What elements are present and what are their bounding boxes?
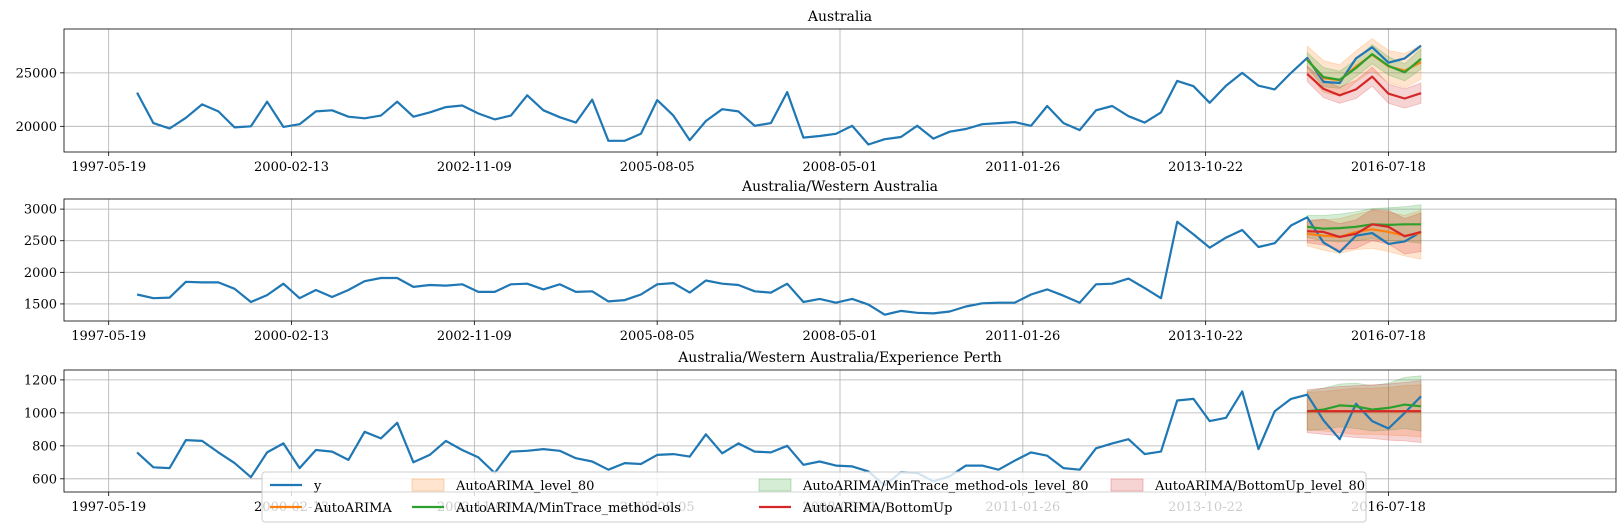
plot-area	[136, 375, 1422, 487]
legend-swatch-patch	[1110, 478, 1144, 492]
plot-area	[136, 38, 1422, 146]
legend-item-autoarima-mintrace-method-ols: AutoARIMA/MinTrace_method-ols	[412, 501, 681, 516]
legend-swatch-patch	[758, 478, 792, 492]
legend-item-autoarima-bottomup-level-80: AutoARIMA/BottomUp_level_80	[1110, 478, 1365, 494]
legend-item-autoarima-bottomup: AutoARIMA/BottomUp	[759, 501, 952, 516]
y-tick-label: 1500	[24, 297, 57, 312]
x-tick-label: 2000-02-13	[254, 160, 329, 175]
x-tick-label: 1997-05-19	[71, 329, 146, 344]
x-tick-label: 2016-07-18	[1351, 160, 1426, 175]
series-line-autoarima-mintrace-method-ols	[1306, 52, 1422, 81]
legend-item-y: y	[270, 479, 322, 494]
y-tick-label: 2500	[24, 234, 57, 249]
x-tick-label: 2016-07-18	[1351, 329, 1426, 344]
legend-label: AutoARIMA_level_80	[455, 479, 594, 494]
x-tick-label: 1997-05-19	[71, 160, 146, 175]
panel-1: Australia/Western Australia 1997-05-19 200…	[24, 179, 1617, 344]
x-tick-label: 2008-05-01	[803, 160, 878, 175]
x-tick-label: 2013-10-22	[1168, 160, 1243, 175]
legend-label: y	[313, 479, 322, 494]
x-tick-label: 2016-07-18	[1351, 500, 1426, 515]
legend-label: AutoARIMA/MinTrace_method-ols	[455, 501, 681, 516]
axes-frame	[63, 198, 1617, 322]
legend-swatch-patch	[411, 478, 445, 492]
y-tick-label: 2000	[24, 266, 57, 281]
plot-area	[136, 204, 1422, 316]
panel-0: Australia 1997-05-19 2000-02-13 2002-11-09 2…	[16, 9, 1617, 175]
legend-label: AutoARIMA/MinTrace_method-ols_level_80	[802, 479, 1089, 494]
x-tick-label: 2002-11-09	[437, 160, 512, 175]
x-tick-label: 1997-05-19	[71, 500, 146, 515]
legend: y AutoARIMA AutoARIMA_level_80 AutoARIMA/Mi…	[261, 471, 1367, 523]
legend-item-autoarima: AutoARIMA	[270, 501, 392, 516]
x-tick-label: 2013-10-22	[1168, 329, 1243, 344]
panel-title: Australia	[807, 9, 872, 25]
legend-box	[261, 471, 1367, 523]
y-tick-label: 25000	[16, 66, 57, 81]
y-tick-label: 600	[32, 472, 57, 487]
legend-label: AutoARIMA/BottomUp_level_80	[1154, 479, 1365, 494]
series-line-y	[136, 44, 1422, 146]
x-tick-label: 2011-01-26	[985, 329, 1060, 344]
x-tick-label: 2000-02-13	[254, 329, 329, 344]
y-tick-label: 800	[32, 439, 57, 454]
x-tick-label: 2011-01-26	[985, 160, 1060, 175]
panel-title: Australia/Western Australia	[741, 179, 938, 195]
series-line-y	[136, 390, 1422, 487]
band-autoarima-mintrace-method-ols-level-80	[1306, 43, 1422, 89]
series-line-autoarima-bottomup	[1306, 73, 1422, 100]
x-tick-label: 2005-08-05	[620, 329, 695, 344]
series-line-y	[136, 216, 1422, 316]
x-tick-label: 2005-08-05	[620, 160, 695, 175]
series-line-autoarima-bottomup	[1307, 223, 1422, 238]
y-tick-label: 1000	[24, 406, 57, 421]
axes-frame	[63, 28, 1617, 153]
band-autoarima-bottomup-level-80	[1306, 65, 1422, 109]
x-tick-label: 2008-05-01	[803, 329, 878, 344]
y-tick-label: 20000	[16, 120, 57, 135]
band-autoarima-mintrace-method-ols-level-80	[1306, 375, 1422, 432]
y-tick-label: 1200	[24, 373, 57, 388]
y-tick-label: 3000	[24, 203, 57, 218]
series-line-autoarima-mintrace-method-ols	[1307, 403, 1422, 413]
legend-item-autoarima-level-80: AutoARIMA_level_80	[411, 478, 594, 494]
legend-label: AutoARIMA/BottomUp	[802, 501, 952, 516]
panel-title: Australia/Western Australia/Experience P…	[677, 350, 1002, 366]
series-line-autoarima-mintrace-method-ols	[1307, 223, 1421, 230]
x-tick-label: 2002-11-09	[437, 329, 512, 344]
legend-label: AutoARIMA	[313, 501, 392, 516]
legend-item-autoarima-mintrace-method-ols-level-80: AutoARIMA/MinTrace_method-ols_level_80	[758, 478, 1089, 494]
band-autoarima-level-80	[1306, 38, 1422, 97]
